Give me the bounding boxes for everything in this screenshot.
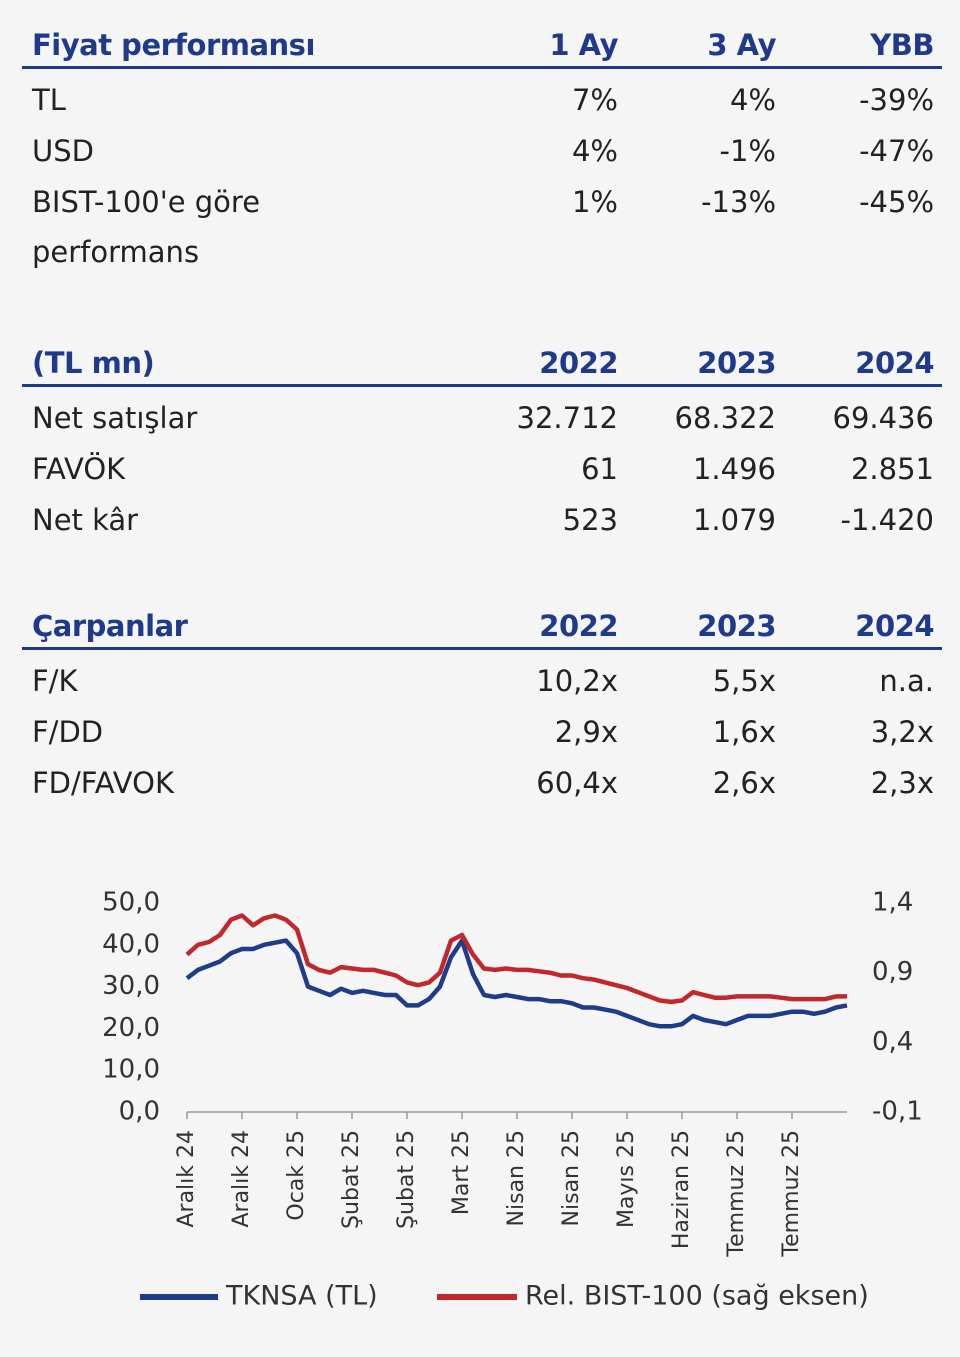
- header-cell: Çarpanlar: [32, 609, 188, 643]
- header-cell: 2023: [697, 609, 776, 643]
- row-label: FD/FAVOK: [32, 766, 174, 800]
- value-cell: 2.851: [850, 452, 934, 486]
- y2-tick-label: 1,4: [872, 888, 913, 918]
- x-tick-label: Ocak 25: [284, 1130, 309, 1221]
- value-cell: 32.712: [516, 401, 618, 435]
- value-cell: 60,4x: [536, 766, 618, 800]
- header-cell: 2022: [539, 346, 618, 380]
- header-cell: 2024: [855, 346, 934, 380]
- value-cell: n.a.: [879, 664, 934, 698]
- header-rule: [22, 66, 942, 69]
- row-label: BIST-100'e göre performans: [32, 185, 261, 269]
- legend-label: TKNSA (TL): [225, 1281, 378, 1312]
- value-cell: 523: [562, 503, 618, 537]
- value-cell: 1%: [571, 185, 618, 219]
- value-cell: -1.420: [840, 503, 935, 537]
- row-label: F/DD: [32, 715, 104, 749]
- value-cell: 1.496: [692, 452, 776, 486]
- value-cell: 2,9x: [554, 715, 618, 749]
- value-cell: 10,2x: [536, 664, 618, 698]
- header-cell: Fiyat performansı: [32, 28, 315, 62]
- header-rule: [22, 384, 942, 387]
- x-tick-label: Mart 25: [449, 1130, 474, 1215]
- y-tick-label: 30,0: [102, 971, 160, 1001]
- value-cell: 69.436: [832, 401, 934, 435]
- row-label: Net kâr: [32, 503, 139, 537]
- value-cell: 4%: [571, 134, 618, 168]
- y-tick-label: 40,0: [102, 929, 160, 959]
- value-cell: 1,6x: [712, 715, 776, 749]
- header-cell: 1 Ay: [549, 28, 618, 62]
- header-cell: YBB: [870, 28, 934, 62]
- y-tick-label: 10,0: [102, 1055, 160, 1085]
- row-label: USD: [32, 134, 94, 168]
- header-rule: [22, 647, 942, 650]
- x-tick-label: Nisan 25: [559, 1130, 584, 1226]
- header-cell: 2022: [539, 609, 618, 643]
- row-label: FAVÖK: [32, 452, 126, 486]
- x-tick-label: Temmuz 25: [724, 1130, 749, 1258]
- y-tick-label: 0,0: [119, 1097, 160, 1127]
- series-line: [185, 938, 848, 1029]
- value-cell: 68.322: [674, 401, 776, 435]
- series-line: [185, 913, 847, 1005]
- value-cell: -47%: [859, 134, 934, 168]
- y-tick-label: 50,0: [102, 888, 160, 918]
- x-tick-label: Nisan 25: [504, 1130, 529, 1226]
- x-tick-label: Haziran 25: [669, 1130, 694, 1249]
- value-cell: 4%: [729, 83, 776, 117]
- value-cell: -13%: [701, 185, 776, 219]
- value-cell: 1.079: [692, 503, 776, 537]
- header-cell: 2023: [697, 346, 776, 380]
- value-cell: -39%: [859, 83, 934, 117]
- value-cell: 61: [581, 452, 618, 486]
- value-cell: 2,3x: [870, 766, 934, 800]
- value-cell: -45%: [859, 185, 934, 219]
- x-tick-label: Aralık 24: [229, 1130, 254, 1228]
- x-tick-label: Şubat 25: [339, 1130, 364, 1229]
- value-cell: 2,6x: [712, 766, 776, 800]
- row-label: F/K: [32, 664, 78, 698]
- y-tick-label: 20,0: [102, 1013, 160, 1043]
- legend-label: Rel. BIST-100 (sağ eksen): [525, 1281, 869, 1312]
- value-cell: -1%: [719, 134, 776, 168]
- y2-tick-label: 0,4: [872, 1027, 913, 1057]
- x-tick-label: Temmuz 25: [779, 1130, 804, 1258]
- header-cell: 2024: [855, 609, 934, 643]
- value-cell: 7%: [571, 83, 618, 117]
- header-cell: (TL mn): [32, 346, 155, 380]
- x-tick-label: Aralık 24: [174, 1130, 199, 1228]
- row-label: Net satışlar: [32, 401, 198, 435]
- value-cell: 5,5x: [712, 664, 776, 698]
- y2-tick-label: 0,9: [872, 957, 913, 987]
- row-label: TL: [32, 83, 66, 117]
- value-cell: 3,2x: [870, 715, 934, 749]
- x-tick-label: Mayıs 25: [614, 1130, 639, 1228]
- x-tick-label: Şubat 25: [394, 1130, 419, 1229]
- y2-tick-label: -0,1: [872, 1097, 923, 1127]
- header-cell: 3 Ay: [707, 28, 776, 62]
